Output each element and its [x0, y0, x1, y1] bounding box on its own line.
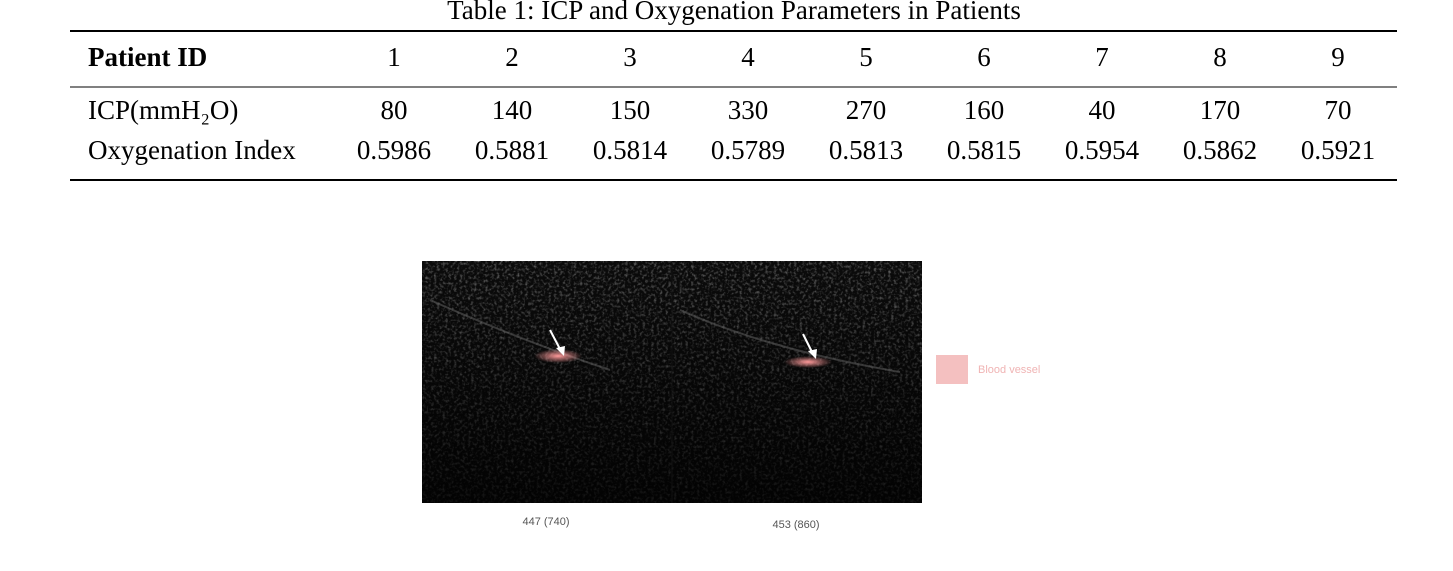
- ultrasound-figure: Blood vessel 447 (740) 453 (860): [422, 261, 1040, 531]
- table-cell: 40: [1089, 95, 1116, 125]
- table-cell: 140: [492, 95, 533, 125]
- header-cell: 1: [387, 42, 401, 72]
- arrow-head: [556, 346, 565, 356]
- table-cell: 70: [1325, 95, 1352, 125]
- vessel-highlight: [534, 349, 582, 363]
- table-cell: 0.5815: [947, 135, 1021, 165]
- table-cell: 0.5813: [829, 135, 903, 165]
- arrow-head: [808, 349, 817, 359]
- table-cell: 0.5921: [1301, 135, 1375, 165]
- table-cell: 0.5789: [711, 135, 785, 165]
- table-cell: 80: [381, 95, 408, 125]
- table-cell: 0.5814: [593, 135, 668, 165]
- header-cell: 3: [623, 42, 637, 72]
- table-cell: 270: [846, 95, 887, 125]
- header-cell: 8: [1213, 42, 1227, 72]
- table-cell: 160: [964, 95, 1005, 125]
- header-cell: 2: [505, 42, 519, 72]
- table-cell: 150: [610, 95, 651, 125]
- table-caption: Table 1: ICP and Oxygenation Parameters …: [447, 0, 1021, 25]
- vessel-highlight: [784, 356, 832, 368]
- header-cell: 7: [1095, 42, 1109, 72]
- header-cell: 6: [977, 42, 991, 72]
- header-cell: Patient ID: [88, 42, 207, 72]
- table-cell: 0.5881: [475, 135, 549, 165]
- legend-label: Blood vessel: [978, 364, 1040, 376]
- panel-label: 453 (860): [772, 519, 819, 531]
- table-cell: 0.5986: [357, 135, 431, 165]
- tissue-band: [429, 299, 901, 373]
- table-cell: 0.5862: [1183, 135, 1257, 165]
- panel-label: 447 (740): [522, 516, 569, 528]
- table-cell: 0.5954: [1065, 135, 1140, 165]
- row-label: ICP(mmH₂O): [88, 95, 238, 125]
- header-cell: 9: [1331, 42, 1345, 72]
- header-cell: 5: [859, 42, 873, 72]
- table-cell: 170: [1200, 95, 1241, 125]
- table-body: Patient ID 1 2 3 4 5 6 7 8 9 ICP(mmH₂O) 80 140 150 330…: [88, 42, 1375, 165]
- table-cell: 330: [728, 95, 769, 125]
- legend-swatch: [936, 355, 968, 384]
- header-cell: 4: [741, 42, 755, 72]
- row-label: Oxygenation Index: [88, 135, 296, 165]
